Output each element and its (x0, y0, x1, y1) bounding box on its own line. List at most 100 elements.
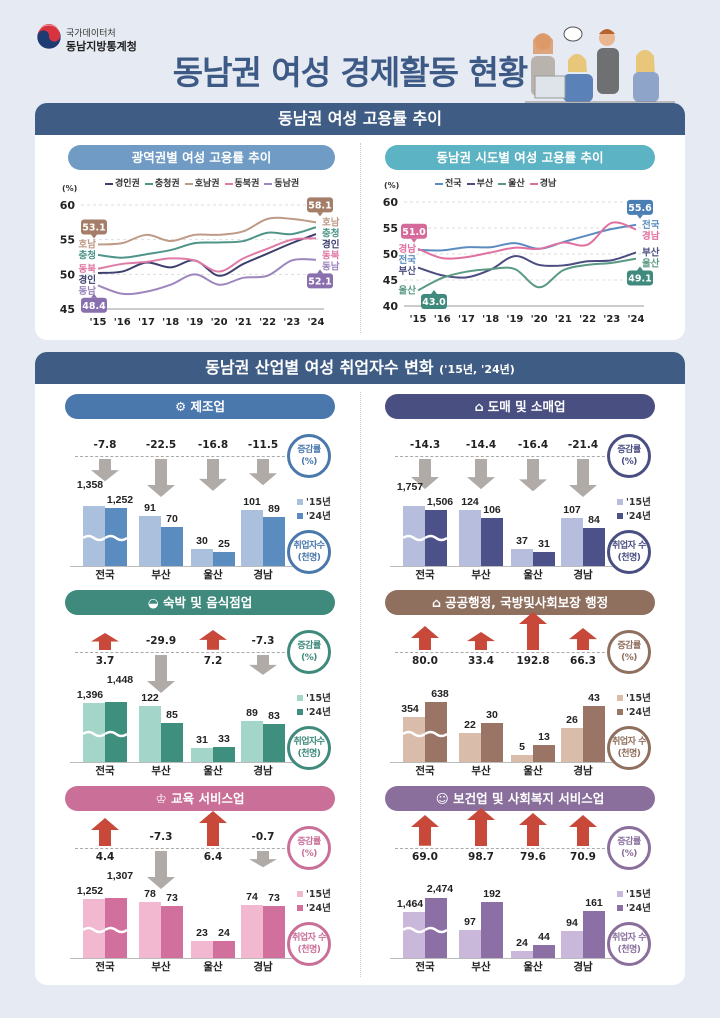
rate-value: -29.9 (145, 635, 177, 647)
count-badge-text: (천명) (617, 553, 641, 563)
bar-value: 30 (486, 708, 498, 721)
bar-legend-item: '24년 (617, 508, 651, 522)
arrow-shape (91, 817, 119, 846)
bar-15 (139, 515, 161, 566)
bar-value: 13 (538, 731, 550, 744)
count-badge: 취업자 수 (천명) (607, 530, 651, 574)
bar-value: 43 (588, 692, 600, 704)
series-label: 전국 (399, 254, 417, 266)
x-tick-label: '22 (259, 317, 276, 328)
bar-legend-item: '24년 (297, 900, 331, 914)
chart2-title: 동남권 시도별 여성 고용률 추이 (385, 145, 655, 170)
axis-break-icon (83, 534, 105, 542)
industry-title: ⌂ 공공행정, 국방및사회보장 행정 (385, 590, 655, 615)
bar-value: 31 (538, 538, 550, 550)
industry-title-text: 제조업 (190, 399, 226, 414)
rate-value: -7.3 (149, 831, 173, 843)
rate-value: 192.8 (516, 655, 550, 667)
logo-line1: 국가데이터처 (66, 29, 116, 39)
bar-value: 354 (401, 703, 419, 716)
y-unit-label: (%) (62, 184, 77, 193)
up-arrow-icon (569, 627, 597, 650)
series-label: 동남 (322, 260, 340, 272)
legend-label: '24년 (306, 511, 331, 522)
break-wave (105, 534, 127, 542)
arrow-shape (411, 626, 439, 650)
legend-swatch (297, 905, 303, 911)
region-label: 부산 (471, 765, 491, 777)
chart1-legend: 경인권 충청권 호남권 동북권 동남권 (100, 176, 299, 189)
region-label: 경남 (573, 765, 593, 777)
industry-title-text: 공공행정, 국방및사회보장 행정 (445, 595, 609, 610)
bar-15 (511, 755, 533, 762)
series-label: 경남 (642, 230, 660, 242)
region-label: 울산 (523, 569, 543, 581)
y-tick-label: 50 (60, 268, 76, 281)
legend-swatch (617, 905, 623, 911)
bar-24 (263, 516, 285, 566)
region-label: 전국 (95, 961, 115, 973)
value-callout (421, 294, 447, 309)
series-line-울산 (417, 257, 637, 292)
x-tick-label: '18 (162, 317, 179, 328)
bar-value: 73 (268, 891, 280, 904)
office-workers-illustration (525, 26, 675, 103)
series-label: 울산 (399, 284, 417, 296)
bar-value: 84 (588, 514, 600, 527)
rate-value: -14.3 (409, 439, 441, 451)
arrow-shape (569, 627, 597, 650)
axis-break-icon (425, 926, 447, 934)
value-callout (627, 270, 653, 286)
bar-24 (105, 702, 127, 762)
legend-label: '15년 (306, 693, 331, 704)
rate-baseline (395, 652, 615, 653)
bar-value: 122 (141, 692, 159, 704)
bar-value: 1,464 (396, 897, 424, 910)
arrow-shape (519, 612, 547, 650)
bar-15 (139, 706, 161, 762)
x-axis (70, 958, 295, 959)
x-tick-label: '22 (579, 314, 596, 325)
bar-value: 33 (218, 732, 230, 745)
arrow-shape (199, 810, 227, 846)
bar-value: 24 (516, 937, 528, 949)
bar-24 (583, 911, 605, 958)
y-tick-label: 55 (60, 234, 75, 247)
series-label: 충청 (79, 250, 96, 262)
employment-rate-section: 동남권 여성 고용률 추이 (35, 103, 685, 340)
bar-15 (83, 506, 105, 566)
count-badge-text: (천명) (297, 749, 321, 759)
break-wave (403, 534, 425, 542)
bar-15 (459, 929, 481, 958)
series-line-동북 (97, 237, 317, 273)
bar-value: 5 (519, 741, 525, 754)
industry-panel: ♔ 교육 서비스업 4.4 -7.3 6.4 -0.7 증감률 (%) 1,252 1,307 전… (65, 786, 335, 973)
bar-legend-item: '24년 (617, 900, 651, 914)
bar-15 (191, 747, 213, 762)
industry-panel: ⌂ 도매 및 소매업 -14.3 -14.4 -16.4 -21.4 증감률 (%) 1,75… (385, 394, 655, 581)
bar-15 (511, 549, 533, 566)
arrow-shape (411, 459, 439, 490)
bar-24 (583, 706, 605, 762)
break-wave (105, 926, 127, 934)
x-tick-label: '18 (482, 314, 499, 325)
up-arrow-icon (91, 633, 119, 650)
store-icon: ⌂ (474, 399, 488, 414)
rate-value: 80.0 (412, 655, 438, 667)
count-badge: 취업자수 (천명) (287, 530, 331, 574)
industry-title: ♔ 교육 서비스업 (65, 786, 335, 811)
bar-value: 78 (144, 888, 156, 900)
legend-swatch (297, 695, 303, 701)
callout-value: 52.1 (308, 276, 331, 287)
callout-pointer (431, 290, 437, 294)
bar-value: 1,757 (396, 481, 424, 494)
down-arrow-icon (147, 655, 175, 693)
callout-pointer (91, 293, 97, 298)
bar-15 (191, 549, 213, 566)
legend-label: '15년 (626, 889, 651, 900)
callout-value: 49.1 (628, 273, 651, 284)
bar-15 (83, 899, 105, 958)
bar-24 (161, 722, 183, 762)
region-label: 울산 (203, 765, 223, 777)
arrow-shape (249, 459, 277, 486)
